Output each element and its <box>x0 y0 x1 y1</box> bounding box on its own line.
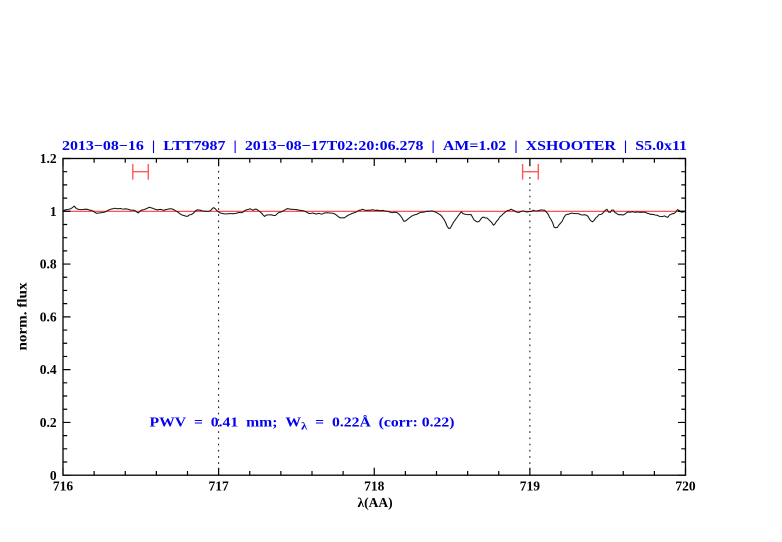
svg-text:0.6: 0.6 <box>40 310 57 325</box>
svg-text:2013−08−16 | LTT7987 | 201: 2013−08−16 | LTT7987 | 2013−08−17T02:20:… <box>62 138 687 153</box>
svg-text:1: 1 <box>50 204 57 219</box>
svg-text:1.2: 1.2 <box>40 151 57 166</box>
svg-text:λ(AA): λ(AA) <box>357 495 392 510</box>
svg-text:0.8: 0.8 <box>40 257 57 272</box>
svg-text:718: 718 <box>364 479 385 494</box>
svg-text:719: 719 <box>520 479 541 494</box>
svg-text:0.2: 0.2 <box>40 415 57 430</box>
svg-text:717: 717 <box>208 479 229 494</box>
svg-text:0.4: 0.4 <box>40 362 57 377</box>
svg-text:716: 716 <box>53 479 74 494</box>
svg-text:PWV = 0.41 mm; Wλ = 0.22: PWV = 0.41 mm; Wλ = 0.22Å (corr: 0.22) <box>150 415 455 433</box>
svg-text:720: 720 <box>675 479 696 494</box>
svg-text:norm. flux: norm. flux <box>14 282 29 350</box>
svg-text:0: 0 <box>50 468 57 483</box>
